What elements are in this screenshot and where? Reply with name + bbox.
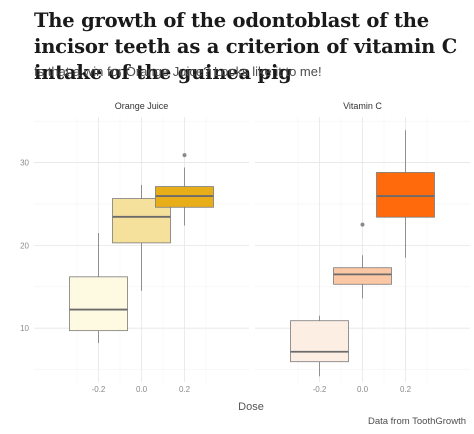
chart-title: The growth of the odontoblast of the inc… — [34, 9, 458, 84]
x-axis-title: Dose — [238, 401, 264, 413]
boxplot-dose-0.5 — [69, 232, 128, 344]
boxplot-dose-2 — [376, 130, 435, 258]
x-tick-label: -0.2 — [313, 385, 327, 394]
box-iqr — [290, 320, 349, 363]
panel-strip-label: Vitamin C — [343, 101, 382, 111]
y-tick-label: 30 — [20, 159, 29, 168]
box-iqr — [376, 172, 435, 218]
box-iqr — [333, 267, 392, 285]
y-tick-label: 10 — [20, 324, 29, 333]
boxplot-dose-1 — [333, 222, 392, 299]
box-iqr — [69, 276, 128, 332]
boxplot-dose-0.5 — [290, 315, 349, 377]
boxplot-dose-2 — [155, 153, 214, 226]
x-tick-label: 0.2 — [179, 385, 191, 394]
y-tick-label: 20 — [20, 241, 29, 250]
chart-subtitle: Is that a win for Orange Juice? Looks li… — [34, 64, 322, 79]
boxplot-dose-1 — [112, 184, 171, 291]
box-iqr — [112, 198, 171, 244]
panel-orange-juice: Orange Juice -0.2 0.0 0.2 — [34, 101, 249, 394]
chart-caption: Data from ToothGrowth — [367, 416, 466, 427]
x-tick-label: 0.2 — [400, 385, 412, 394]
x-tick-label: 0.0 — [357, 385, 369, 394]
x-tick-label: -0.2 — [92, 385, 106, 394]
panel-vitamin-c: Vitamin C -0.2 0.0 0.2 — [255, 101, 470, 394]
panel-strip-label: Orange Juice — [115, 101, 169, 111]
x-tick-label: 0.0 — [136, 385, 148, 394]
outlier-point — [182, 153, 187, 158]
outlier-point — [360, 222, 365, 227]
